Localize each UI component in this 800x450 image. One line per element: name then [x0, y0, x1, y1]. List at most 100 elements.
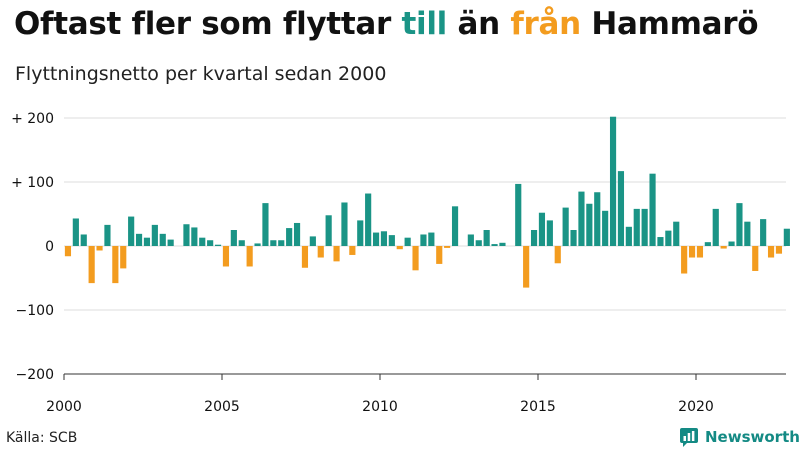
bar [96, 246, 103, 251]
bar [736, 203, 743, 246]
bar [767, 246, 775, 258]
y-tick-label: + 100 [11, 175, 54, 191]
bar [562, 207, 569, 246]
bar [262, 203, 269, 246]
bar [720, 246, 727, 249]
title-word-till: till [401, 6, 447, 42]
bar [112, 246, 119, 284]
bar [444, 246, 451, 248]
bar [728, 241, 735, 246]
bar [704, 242, 711, 246]
bar [278, 240, 285, 246]
bar [80, 234, 87, 246]
bar [120, 246, 127, 269]
bar [183, 224, 190, 246]
bar [696, 246, 704, 258]
bar [491, 244, 498, 246]
title-word-fran: från [510, 6, 581, 42]
bar [467, 234, 474, 246]
bar [309, 236, 316, 246]
bar [649, 173, 656, 246]
bar [609, 116, 617, 246]
bar [333, 246, 340, 262]
bar [760, 219, 767, 246]
bar [617, 171, 625, 246]
bar [143, 237, 151, 246]
bar [483, 230, 490, 246]
bar-chart: + 200 + 100 0 −100 −200 2000 2005 2010 2015 2020 [11, 111, 790, 415]
bar [167, 239, 174, 246]
bar [594, 192, 601, 246]
bar [357, 220, 364, 246]
bar [104, 224, 111, 246]
bar [128, 216, 135, 246]
bar [570, 230, 577, 246]
y-tick-label: −100 [16, 303, 54, 319]
x-tick-label: 2005 [204, 399, 240, 415]
chart-subtitle: Flyttningsnetto per kvartal sedan 2000 [15, 63, 387, 85]
bar [744, 221, 751, 246]
bar [657, 237, 664, 246]
bar [499, 242, 506, 246]
bar [665, 230, 672, 246]
bar [293, 222, 301, 246]
bar [64, 246, 72, 257]
newsworthy-logo: Newsworthy [679, 427, 800, 447]
brand-label: Newsworthy [705, 428, 800, 446]
y-tick-label: −200 [16, 367, 54, 383]
bar [633, 208, 640, 246]
bar [301, 246, 309, 268]
y-tick-label: + 200 [11, 111, 54, 127]
bar [475, 240, 482, 246]
bar [246, 246, 253, 267]
bar [428, 232, 435, 246]
bar [523, 246, 530, 288]
bar [775, 246, 783, 254]
bar [625, 226, 632, 246]
bar [388, 235, 395, 246]
bar [159, 233, 166, 246]
bar [554, 246, 561, 264]
bar [436, 246, 443, 264]
bar [365, 193, 372, 246]
x-tick-label: 2010 [362, 399, 398, 415]
bar [712, 208, 719, 246]
bar [286, 228, 293, 246]
bar [451, 206, 459, 246]
bar [207, 240, 214, 246]
bar [688, 246, 696, 258]
bar [586, 203, 593, 246]
bar [191, 227, 198, 246]
bar [752, 246, 759, 271]
x-tick-label: 2015 [520, 399, 556, 415]
bar [530, 230, 538, 246]
bar [238, 240, 245, 246]
bar [380, 231, 388, 246]
bar [199, 237, 206, 246]
bar [214, 244, 222, 246]
bar [538, 212, 546, 246]
bar [412, 246, 419, 271]
bar [372, 232, 380, 246]
bar [783, 228, 790, 246]
bar [396, 246, 403, 250]
bar [230, 230, 237, 246]
chart-title: Oftast fler som flyttar till än från Ham… [14, 6, 759, 42]
bar [602, 210, 609, 246]
bar [515, 183, 522, 246]
bar [341, 202, 348, 246]
x-tick-label: 2000 [46, 399, 82, 415]
bar [151, 224, 158, 246]
bar [88, 246, 95, 284]
bar [135, 233, 143, 246]
source-note: Källa: SCB [6, 430, 78, 446]
x-tick-label: 2020 [678, 399, 714, 415]
bar [420, 234, 427, 246]
bar [673, 221, 680, 246]
bar [349, 246, 356, 255]
bar [270, 240, 277, 246]
bar [681, 246, 688, 274]
bar [404, 237, 411, 246]
bar [222, 246, 230, 267]
bar [641, 208, 648, 246]
